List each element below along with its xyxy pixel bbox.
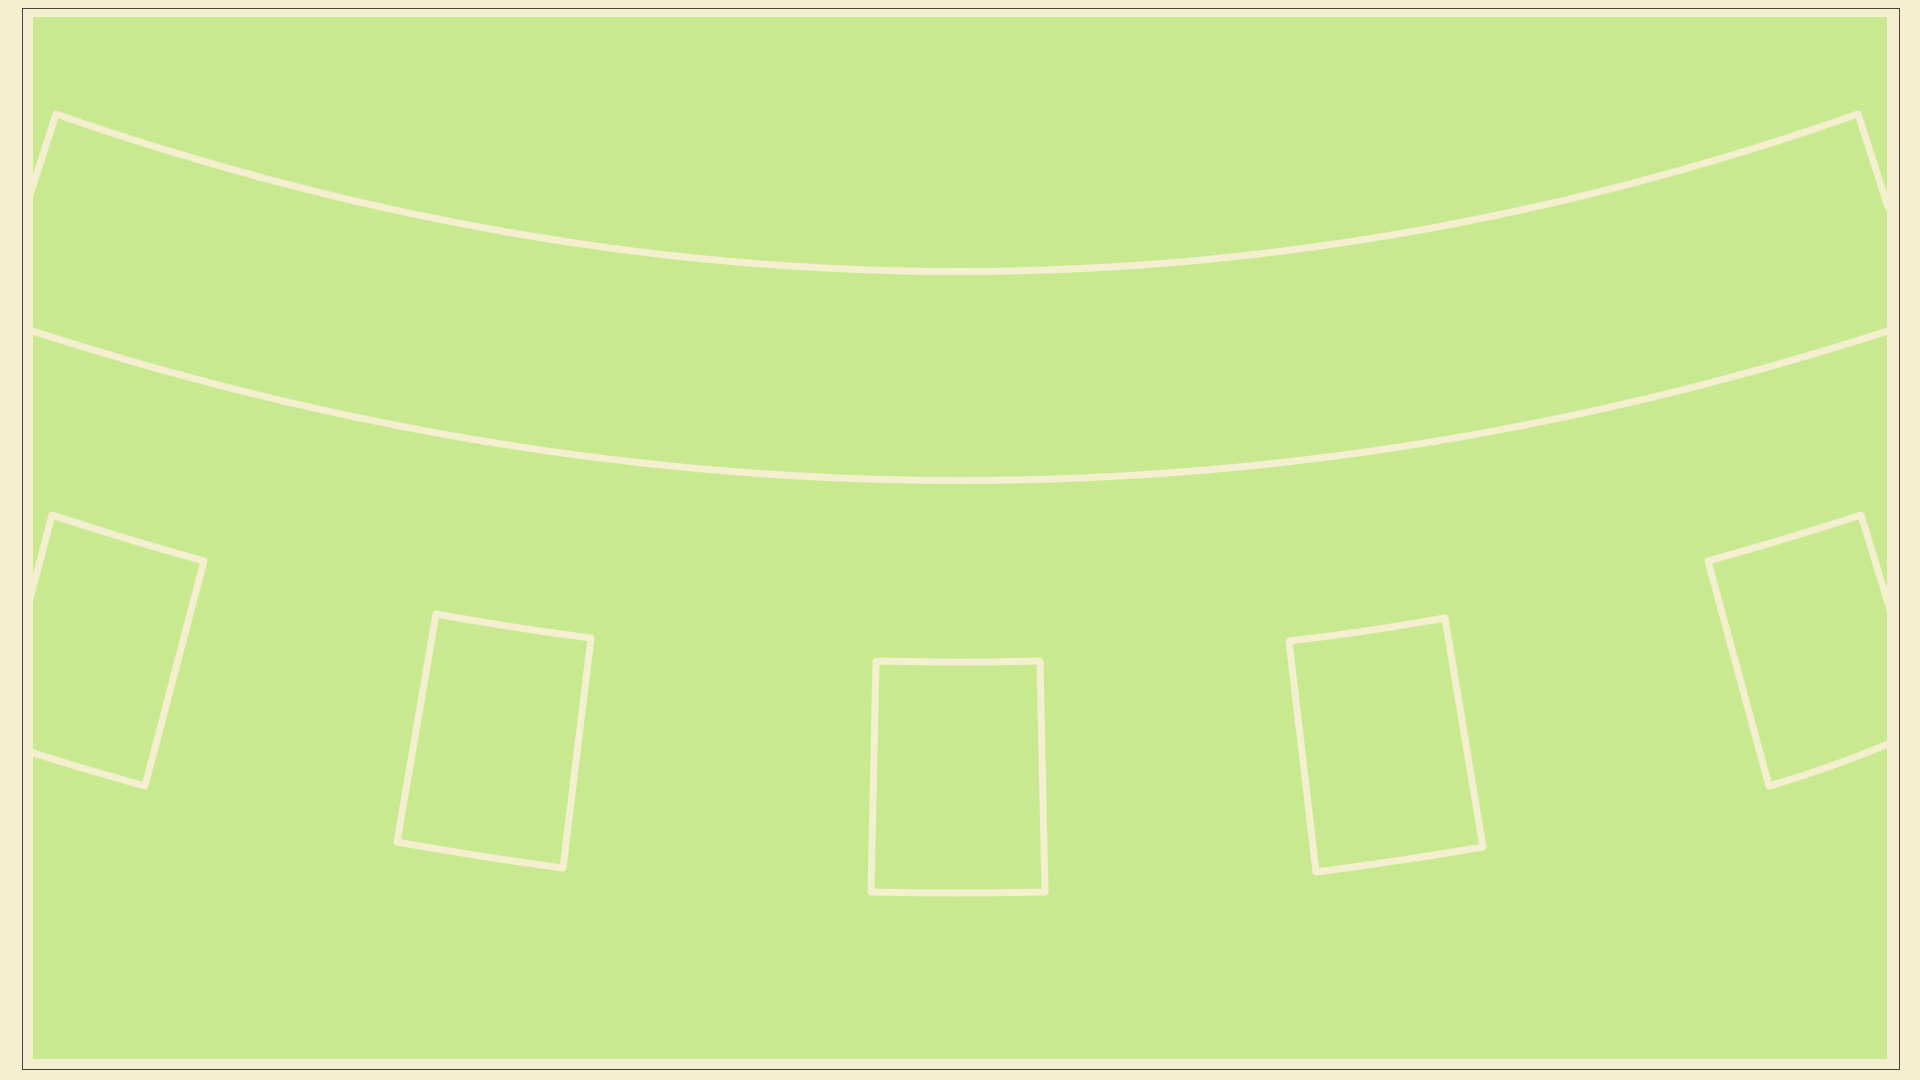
betting-spot-4: [1285, 614, 1487, 876]
table-markings: [33, 110, 1887, 897]
table-felt: [33, 17, 1887, 1059]
outer-frame: [22, 8, 1900, 1070]
lower-arc-line: [33, 327, 1887, 484]
betting-spot-5: [1704, 511, 1887, 790]
upper-arc-line: [33, 110, 1887, 275]
betting-spot-1: [33, 511, 208, 790]
betting-spot-3: [867, 657, 1049, 897]
betting-spot-2: [393, 610, 595, 872]
